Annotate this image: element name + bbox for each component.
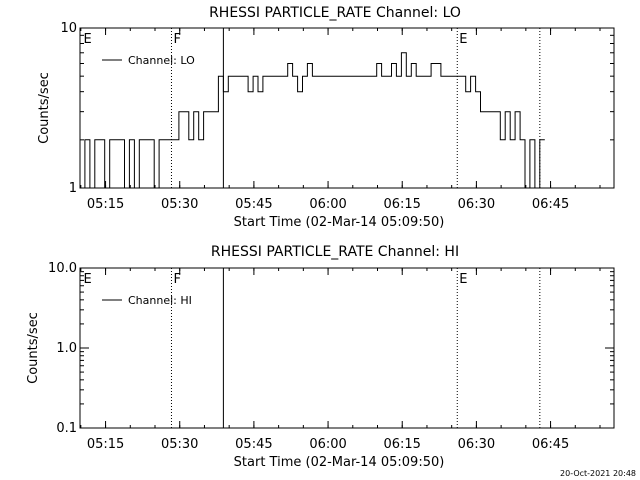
x-tick-label: 05:30 (161, 197, 198, 212)
event-marker-label: F (173, 32, 180, 47)
x-tick-label: 05:30 (161, 437, 198, 452)
y-axis-label: Counts/sec (37, 72, 52, 144)
legend-label: Channel: LO (128, 54, 195, 67)
x-tick-label: 05:45 (235, 197, 272, 212)
plot-panel-lo: RHESSI PARTICLE_RATE Channel: LO Start Ti… (37, 5, 615, 230)
plot-panel-hi: RHESSI PARTICLE_RATE Channel: HI Start Ti… (26, 244, 615, 470)
x-tick-label: 06:30 (458, 197, 495, 212)
event-marker-label: F (173, 272, 180, 287)
chart-title: RHESSI PARTICLE_RATE Channel: LO (209, 5, 461, 21)
x-tick-label: 06:15 (383, 437, 420, 452)
x-tick-label: 06:15 (383, 197, 420, 212)
event-marker-label: E (459, 32, 467, 47)
x-tick-label: 06:00 (309, 437, 346, 452)
legend-label: Channel: HI (128, 294, 192, 307)
x-axis-label: Start Time (02-Mar-14 05:09:50) (234, 215, 445, 230)
y-tick-label: 0.1 (56, 421, 77, 436)
y-axis-label: Counts/sec (26, 312, 41, 384)
y-tick-label: 10.0 (48, 261, 77, 276)
series-line-0 (80, 52, 545, 189)
chart-title: RHESSI PARTICLE_RATE Channel: HI (211, 244, 459, 260)
plot-frame (79, 27, 615, 189)
y-tick-label: 10 (60, 21, 77, 36)
y-tick-label: 1.0 (56, 341, 77, 356)
x-tick-label: 05:15 (87, 437, 124, 452)
plot-frame (79, 267, 615, 429)
x-axis-label: Start Time (02-Mar-14 05:09:50) (234, 455, 445, 470)
x-tick-label: 06:30 (458, 437, 495, 452)
event-marker-label: E (83, 272, 91, 287)
event-marker-label: E (459, 272, 467, 287)
y-tick-label: 1 (69, 181, 77, 196)
x-tick-label: 06:45 (532, 197, 569, 212)
x-tick-label: 05:15 (87, 197, 124, 212)
x-tick-label: 06:45 (532, 437, 569, 452)
x-tick-label: 05:45 (235, 437, 272, 452)
event-marker-label: E (83, 32, 91, 47)
x-tick-label: 06:00 (309, 197, 346, 212)
plot-timestamp: 20-Oct-2021 20:48 (560, 469, 636, 478)
